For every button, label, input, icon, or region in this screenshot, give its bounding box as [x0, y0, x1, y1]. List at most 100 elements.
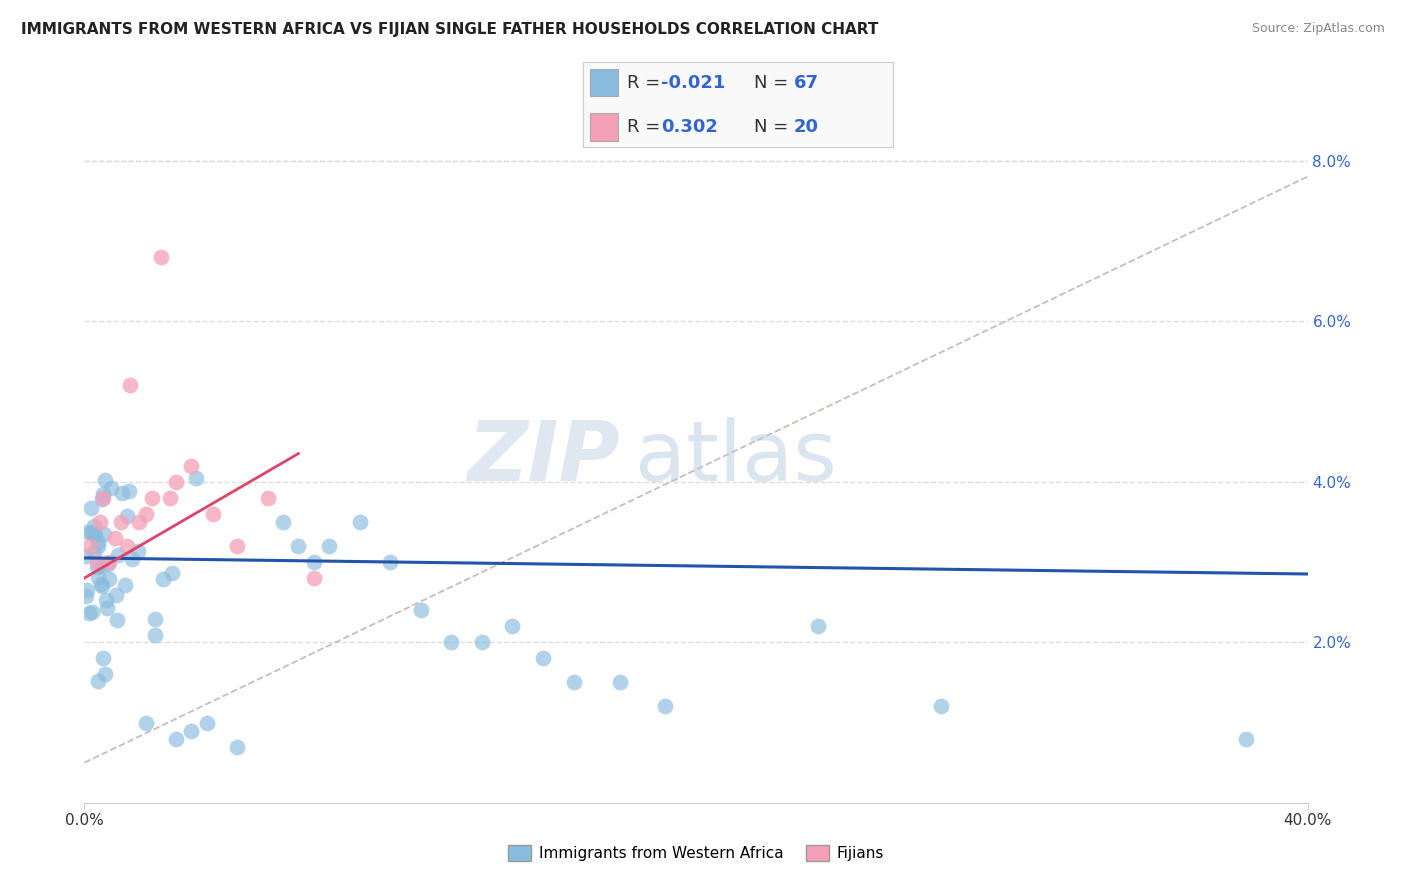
Point — [141, 491, 163, 505]
Text: ZIP: ZIP — [467, 417, 620, 498]
Text: R =: R = — [627, 74, 659, 92]
Point — [115, 539, 138, 553]
Point — [143, 628, 166, 642]
Point — [121, 551, 143, 566]
Point — [87, 535, 110, 549]
Point — [83, 545, 105, 559]
Point — [97, 557, 120, 571]
Point — [76, 524, 98, 539]
Point — [83, 519, 105, 533]
Point — [110, 515, 132, 529]
Point — [97, 555, 120, 569]
Point — [143, 612, 166, 626]
Point — [159, 491, 181, 505]
Point — [111, 485, 134, 500]
Point — [807, 619, 830, 633]
FancyBboxPatch shape — [589, 113, 617, 141]
Point — [91, 491, 114, 505]
Point — [349, 515, 371, 529]
Point — [135, 715, 157, 730]
Text: Source: ZipAtlas.com: Source: ZipAtlas.com — [1251, 22, 1385, 36]
Point — [318, 539, 340, 553]
Point — [609, 675, 631, 690]
Point — [1236, 731, 1258, 746]
Point — [91, 579, 114, 593]
Point — [91, 559, 114, 574]
Point — [929, 699, 952, 714]
Point — [380, 555, 402, 569]
Point — [75, 589, 97, 603]
Point — [96, 601, 118, 615]
Point — [89, 515, 111, 529]
Point — [201, 507, 224, 521]
Point — [79, 539, 101, 553]
Point — [86, 555, 108, 569]
Point — [302, 571, 325, 585]
Point — [180, 723, 202, 738]
Point — [127, 543, 149, 558]
Legend: Immigrants from Western Africa, Fijians: Immigrants from Western Africa, Fijians — [502, 839, 890, 867]
Point — [87, 539, 110, 553]
Point — [226, 739, 249, 754]
Text: IMMIGRANTS FROM WESTERN AFRICA VS FIJIAN SINGLE FATHER HOUSEHOLDS CORRELATION CH: IMMIGRANTS FROM WESTERN AFRICA VS FIJIAN… — [21, 22, 879, 37]
Point — [104, 588, 127, 602]
Point — [107, 548, 129, 562]
Point — [302, 555, 325, 569]
Point — [76, 583, 98, 598]
Point — [80, 605, 103, 619]
Point — [91, 650, 114, 665]
FancyBboxPatch shape — [589, 69, 617, 96]
Point — [440, 635, 463, 649]
Text: -0.021: -0.021 — [661, 74, 725, 92]
Point — [128, 515, 150, 529]
Point — [75, 549, 97, 563]
Point — [409, 603, 432, 617]
Point — [135, 507, 157, 521]
Point — [195, 715, 218, 730]
Point — [98, 572, 121, 586]
Point — [162, 566, 184, 581]
Point — [120, 378, 142, 392]
Point — [93, 527, 115, 541]
Point — [94, 667, 117, 681]
Point — [100, 481, 122, 495]
Point — [654, 699, 676, 714]
Point — [152, 573, 174, 587]
Text: 20: 20 — [794, 118, 818, 136]
Point — [90, 577, 112, 591]
Point — [531, 651, 554, 665]
Point — [562, 675, 585, 690]
Point — [87, 673, 110, 688]
Point — [471, 635, 494, 649]
Point — [257, 491, 280, 505]
Point — [80, 525, 103, 540]
Text: 0.302: 0.302 — [661, 118, 717, 136]
Point — [502, 619, 524, 633]
Text: N =: N = — [754, 74, 787, 92]
Point — [149, 250, 172, 264]
Point — [94, 592, 117, 607]
Point — [80, 500, 103, 515]
Point — [271, 515, 294, 529]
Point — [165, 475, 187, 489]
Point — [77, 606, 100, 620]
Point — [118, 483, 141, 498]
Point — [105, 613, 128, 627]
Point — [180, 458, 202, 473]
Point — [104, 531, 127, 545]
Text: R =: R = — [627, 118, 659, 136]
Point — [86, 560, 108, 574]
Point — [114, 577, 136, 591]
Point — [186, 471, 208, 485]
Point — [165, 731, 187, 746]
Point — [87, 570, 110, 584]
Text: atlas: atlas — [636, 417, 837, 498]
Point — [83, 527, 105, 541]
Point — [287, 539, 309, 553]
Point — [84, 528, 107, 542]
Point — [117, 508, 139, 523]
Point — [91, 491, 114, 506]
Text: 67: 67 — [794, 74, 818, 92]
Point — [226, 539, 249, 553]
Point — [93, 487, 115, 501]
